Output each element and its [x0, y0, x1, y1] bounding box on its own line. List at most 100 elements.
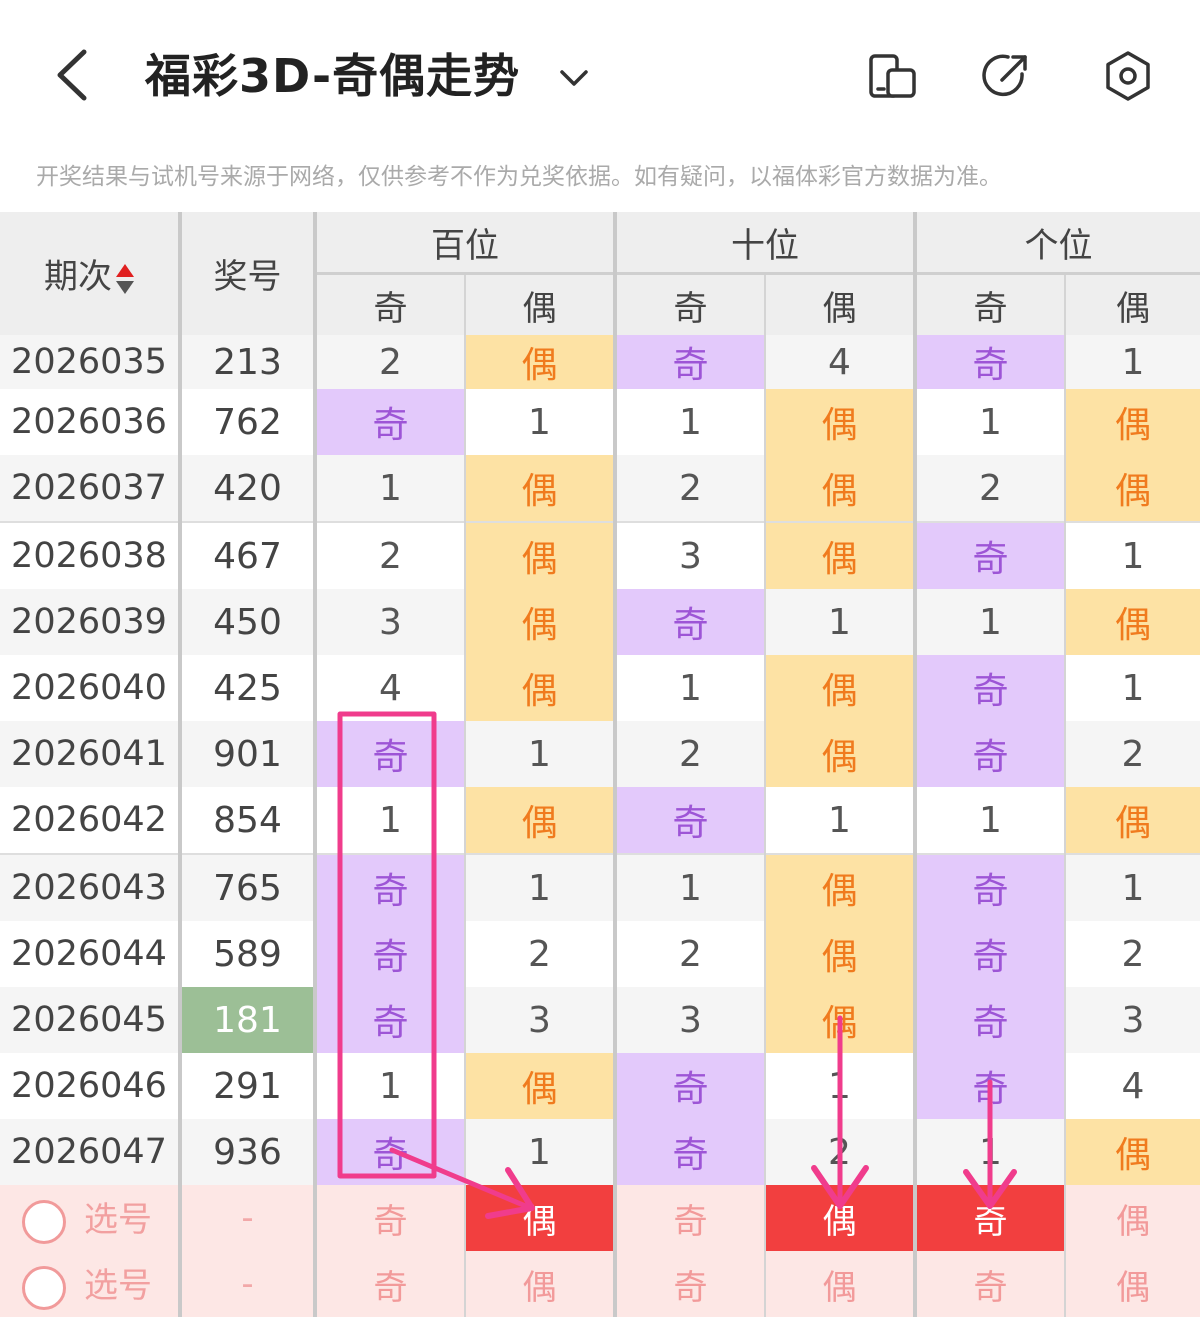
radio-circle-icon[interactable]	[22, 1265, 66, 1310]
ones-even-cell: 偶	[1064, 589, 1200, 655]
tens-odd-cell: 1	[613, 655, 765, 721]
prize-number-cell: 589	[178, 921, 315, 987]
back-arrow-icon[interactable]	[40, 40, 110, 110]
period-cell: 2026041	[0, 721, 180, 787]
tens-even-cell: 偶	[764, 455, 915, 522]
period-cell: 2026035	[0, 335, 180, 389]
ones-even-header: 偶	[1064, 272, 1200, 335]
pick-tens-odd-option[interactable]: 奇	[613, 1251, 765, 1317]
tens-even-header: 偶	[764, 272, 915, 335]
pick-prize-placeholder: -	[178, 1185, 315, 1251]
prize-number-cell: 936	[178, 1119, 315, 1185]
tens-odd-cell: 1	[613, 389, 765, 455]
table-row: 2026035 213 2 偶奇 4 奇 1	[0, 335, 1200, 389]
ones-odd-cell: 1	[913, 589, 1065, 655]
prize-column-header: 奖号	[178, 212, 315, 335]
period-cell: 2026038	[0, 521, 180, 589]
table-row: 2026042 854 1 偶奇 1 1 偶	[0, 787, 1200, 854]
tens-even-cell: 1	[764, 1053, 915, 1119]
pick-ones-odd-option[interactable]: 奇	[913, 1251, 1065, 1317]
ones-odd-cell: 奇	[913, 987, 1065, 1053]
ones-even-cell: 2	[1064, 921, 1200, 987]
tens-even-cell: 偶	[764, 389, 915, 455]
hundreds-group-header: 百位	[313, 212, 615, 274]
ones-even-cell: 偶	[1064, 787, 1200, 854]
period-cell: 2026046	[0, 1053, 180, 1119]
prize-number-cell: 762	[178, 389, 315, 455]
prize-number-cell: 420	[178, 455, 315, 522]
hundreds-even-cell: 3	[464, 987, 615, 1053]
tens-odd-header: 奇	[613, 272, 765, 335]
hundreds-odd-cell: 奇	[313, 721, 465, 787]
pick-tens-even-option[interactable]: 偶	[764, 1185, 915, 1251]
phone-split-icon[interactable]	[864, 48, 920, 104]
hundreds-odd-cell: 奇	[313, 389, 465, 455]
tens-odd-cell: 奇	[613, 335, 765, 389]
chevron-down-icon[interactable]	[552, 56, 596, 100]
hundreds-even-cell: 偶	[464, 455, 615, 522]
prize-number-cell: 467	[178, 521, 315, 589]
pick-prize-placeholder: -	[178, 1251, 315, 1317]
pick-tens-odd-option[interactable]: 奇	[613, 1185, 765, 1251]
ones-even-cell: 4	[1064, 1053, 1200, 1119]
ones-odd-cell: 奇	[913, 521, 1065, 589]
tens-odd-cell: 奇	[613, 787, 765, 854]
tens-even-cell: 2	[764, 1119, 915, 1185]
pick-hundreds-even-option[interactable]: 偶	[464, 1251, 615, 1317]
pick-number-button[interactable]: 选号	[0, 1251, 180, 1317]
settings-icon[interactable]	[1100, 48, 1156, 104]
pick-ones-even-option[interactable]: 偶	[1064, 1185, 1200, 1251]
radio-circle-icon[interactable]	[22, 1199, 66, 1244]
hundreds-even-cell: 1	[464, 721, 615, 787]
ones-even-cell: 1	[1064, 655, 1200, 721]
ones-odd-cell: 1	[913, 1119, 1065, 1185]
tens-even-cell: 偶	[764, 655, 915, 721]
period-cell: 2026044	[0, 921, 180, 987]
tens-even-cell: 4	[764, 335, 915, 389]
sort-icon[interactable]	[116, 262, 134, 296]
pick-tens-even-option[interactable]: 偶	[764, 1251, 915, 1317]
ones-odd-cell: 1	[913, 389, 1065, 455]
period-cell: 2026042	[0, 787, 180, 854]
ones-even-cell: 1	[1064, 853, 1200, 921]
prize-number-cell: 213	[178, 335, 315, 389]
hundreds-even-cell: 1	[464, 389, 615, 455]
hundreds-even-cell: 1	[464, 1119, 615, 1185]
hundreds-even-cell: 2	[464, 921, 615, 987]
pick-hundreds-odd-option[interactable]: 奇	[313, 1185, 465, 1251]
hundreds-even-cell: 偶	[464, 335, 615, 389]
ones-group-header: 个位	[913, 212, 1200, 274]
table-row: 2026040 425 4 偶 1 偶奇 1	[0, 655, 1200, 721]
ones-even-cell: 1	[1064, 335, 1200, 389]
tens-odd-cell: 奇	[613, 589, 765, 655]
ones-odd-cell: 2	[913, 455, 1065, 522]
tens-even-cell: 偶	[764, 521, 915, 589]
table-row: 2026039 450 3 偶奇 1 1 偶	[0, 589, 1200, 655]
ones-odd-cell: 奇	[913, 335, 1065, 389]
tens-group-header: 十位	[613, 212, 915, 274]
hundreds-even-cell: 偶	[464, 521, 615, 589]
odd-even-trend-table: 期次 奖号 百位 十位 个位 奇 偶 奇 偶 奇 偶 2026035 213 2 偶奇…	[0, 212, 1200, 1317]
pick-ones-even-option[interactable]: 偶	[1064, 1251, 1200, 1317]
tens-even-cell: 1	[764, 787, 915, 854]
ones-odd-cell: 奇	[913, 1053, 1065, 1119]
ones-odd-cell: 1	[913, 787, 1065, 854]
ones-odd-cell: 奇	[913, 853, 1065, 921]
pick-label: 选号	[84, 1200, 152, 1241]
pick-number-button[interactable]: 选号	[0, 1185, 180, 1251]
tens-even-cell: 偶	[764, 853, 915, 921]
tens-odd-cell: 奇	[613, 1053, 765, 1119]
tens-odd-cell: 2	[613, 455, 765, 522]
hundreds-even-cell: 偶	[464, 589, 615, 655]
tens-odd-cell: 3	[613, 521, 765, 589]
table-row: 2026047 936 奇 1 奇 2 1 偶	[0, 1119, 1200, 1185]
ones-odd-header: 奇	[913, 272, 1065, 335]
pick-ones-odd-option[interactable]: 奇	[913, 1185, 1065, 1251]
period-column-header[interactable]: 期次	[0, 212, 180, 335]
pick-hundreds-even-option[interactable]: 偶	[464, 1185, 615, 1251]
pick-hundreds-odd-option[interactable]: 奇	[313, 1251, 465, 1317]
hundreds-odd-cell: 奇	[313, 1119, 465, 1185]
period-cell: 2026043	[0, 853, 180, 921]
hundreds-odd-cell: 1	[313, 1053, 465, 1119]
share-icon[interactable]	[978, 48, 1034, 104]
